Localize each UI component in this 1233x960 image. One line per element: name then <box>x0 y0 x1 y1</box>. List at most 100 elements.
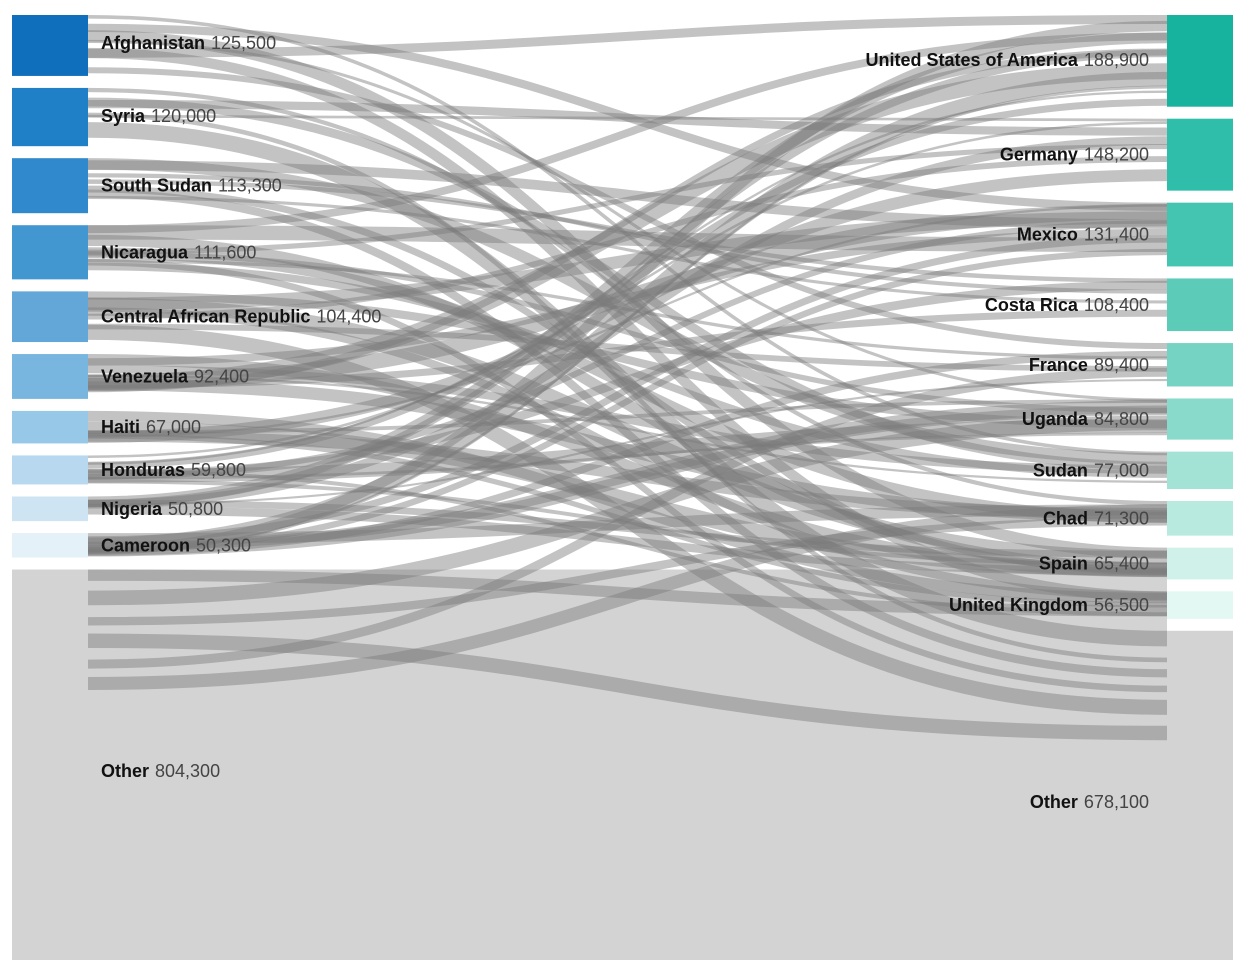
origin-name: Cameroon <box>101 535 190 555</box>
flow-syria-to-germany <box>87 99 1168 136</box>
destination-node-other <box>1167 630 1233 960</box>
flow-nicaragua-to-spain <box>87 234 1168 574</box>
destination-name: Spain <box>1039 554 1088 574</box>
flow-haiti-to-germany <box>87 169 1168 443</box>
flow-venezuela-to-mexico <box>87 228 1168 366</box>
origin-name: Haiti <box>101 417 140 437</box>
flow-central-african-republic-to-spain <box>87 297 1168 565</box>
flow-nicaragua-to-chad <box>87 247 1168 523</box>
flow-south-sudan-to-spain <box>87 185 1168 576</box>
flow-venezuela-to-sudan <box>87 365 1168 474</box>
flow-venezuela-to-united-states-of-america <box>87 48 1168 393</box>
destination-value: 131,400 <box>1084 225 1149 245</box>
origin-name: Central African Republic <box>101 307 310 327</box>
origin-node-afghanistan <box>12 15 88 76</box>
origin-name: Other <box>101 761 149 781</box>
flow-other-to-other <box>87 633 1168 741</box>
destination-name: United States of America <box>866 50 1079 70</box>
destination-node-chad <box>1167 501 1233 536</box>
destination-label-france: France 89,400 <box>1029 355 1149 375</box>
origin-label-nicaragua: Nicaragua 111,600 <box>101 242 256 262</box>
flow-venezuela-to-mexico <box>87 203 1168 390</box>
flow-south-sudan-to-other <box>87 189 1168 678</box>
flow-afghanistan-to-united-states-of-america <box>87 14 1168 58</box>
flow-nigeria-to-united-states-of-america <box>87 49 1168 508</box>
flow-nicaragua-to-sudan <box>87 262 1168 478</box>
destination-label-uganda: Uganda 84,800 <box>1022 409 1149 429</box>
destination-node-germany <box>1167 118 1233 191</box>
destination-name: Sudan <box>1033 460 1088 480</box>
flow-honduras-to-united-states-of-america <box>87 90 1168 465</box>
flow-honduras-to-united-kingdom <box>87 468 1168 617</box>
destination-name: Chad <box>1043 508 1088 528</box>
flow-afghanistan-to-sudan <box>87 15 1168 456</box>
destination-name: Costa Rica <box>985 295 1079 315</box>
origin-label-other: Other 804,300 <box>101 761 220 781</box>
flow-syria-to-other <box>87 112 1168 663</box>
flow-afghanistan-to-mexico <box>87 23 1168 211</box>
origin-label-haiti: Haiti 67,000 <box>101 417 201 437</box>
origin-label-honduras: Honduras 59,800 <box>101 460 246 480</box>
origin-value: 59,800 <box>191 460 246 480</box>
destination-value: 678,100 <box>1084 792 1149 812</box>
origin-label-afghanistan: Afghanistan 125,500 <box>101 33 276 53</box>
origin-node-syria <box>12 87 88 147</box>
flow-syria-to-germany <box>87 114 1168 122</box>
label-layer: Afghanistan 125,500 Syria 120,000 South Suda… <box>101 33 1149 812</box>
flow-nicaragua-to-germany <box>87 144 1168 255</box>
flow-south-sudan-to-costa-rica <box>87 173 1168 294</box>
flow-south-sudan-to-mexico <box>87 160 1168 229</box>
flow-honduras-to-spain <box>87 479 1168 567</box>
flow-cameroon-to-united-states-of-america <box>87 85 1168 554</box>
band-origin-other <box>88 569 1167 960</box>
flow-venezuela-to-united-states-of-america <box>87 63 1168 392</box>
destination-node-costa-rica <box>1167 278 1233 332</box>
destination-node-united-kingdom <box>1167 591 1233 619</box>
origin-value: 111,600 <box>194 242 256 262</box>
origin-node-south-sudan <box>12 158 88 214</box>
destination-name: Mexico <box>1017 225 1078 245</box>
flow-cameroon-to-uganda <box>87 400 1168 557</box>
origin-name: Nigeria <box>101 499 163 519</box>
flow-honduras-to-uganda <box>87 419 1168 483</box>
flow-afghanistan-to-united-kingdom <box>87 47 1168 602</box>
origin-node-haiti <box>12 410 88 444</box>
destination-value: 188,900 <box>1084 50 1149 70</box>
flow-central-african-republic-to-france <box>87 323 1168 372</box>
flow-venezuela-to-sudan <box>87 374 1168 483</box>
flow-other-to-uganda <box>87 415 1168 606</box>
node-layer <box>12 15 1233 960</box>
flow-nicaragua-to-other <box>87 259 1168 693</box>
origin-label-syria: Syria 120,000 <box>101 106 216 126</box>
flow-other-to-chad <box>87 517 1168 626</box>
destination-label-united-states-of-america: United States of America 188,900 <box>866 50 1149 70</box>
destination-label-spain: Spain 65,400 <box>1039 554 1149 574</box>
flow-afghanistan-to-spain <box>87 30 1168 559</box>
flow-venezuela-to-spain <box>87 354 1168 577</box>
band-layer <box>88 569 1167 960</box>
origin-name: Syria <box>101 106 146 126</box>
origin-node-venezuela <box>12 354 88 399</box>
origin-name: Venezuela <box>101 366 189 386</box>
flow-nigeria-to-germany <box>87 136 1168 509</box>
destination-label-united-kingdom: United Kingdom 56,500 <box>949 595 1149 615</box>
flow-cameroon-to-united-states-of-america <box>87 71 1168 552</box>
flow-cameroon-to-mexico <box>87 235 1168 544</box>
flow-afghanistan-to-uganda <box>87 39 1168 402</box>
flow-honduras-to-uganda <box>87 432 1168 480</box>
origin-value: 804,300 <box>155 761 220 781</box>
destination-value: 77,000 <box>1094 460 1149 480</box>
origin-value: 92,400 <box>194 366 249 386</box>
flow-south-sudan-to-sudan <box>87 158 1168 465</box>
destination-value: 56,500 <box>1094 595 1149 615</box>
flow-nicaragua-to-united-states-of-america <box>87 32 1168 234</box>
flow-central-african-republic-to-other <box>87 324 1168 715</box>
flow-venezuela-to-chad <box>87 378 1168 523</box>
flow-cameroon-to-mexico <box>87 248 1168 554</box>
destination-node-united-states-of-america <box>1167 15 1233 107</box>
flow-honduras-to-costa-rica <box>87 280 1168 480</box>
flow-syria-to-sudan <box>87 97 1168 471</box>
origin-value: 104,400 <box>316 307 381 327</box>
